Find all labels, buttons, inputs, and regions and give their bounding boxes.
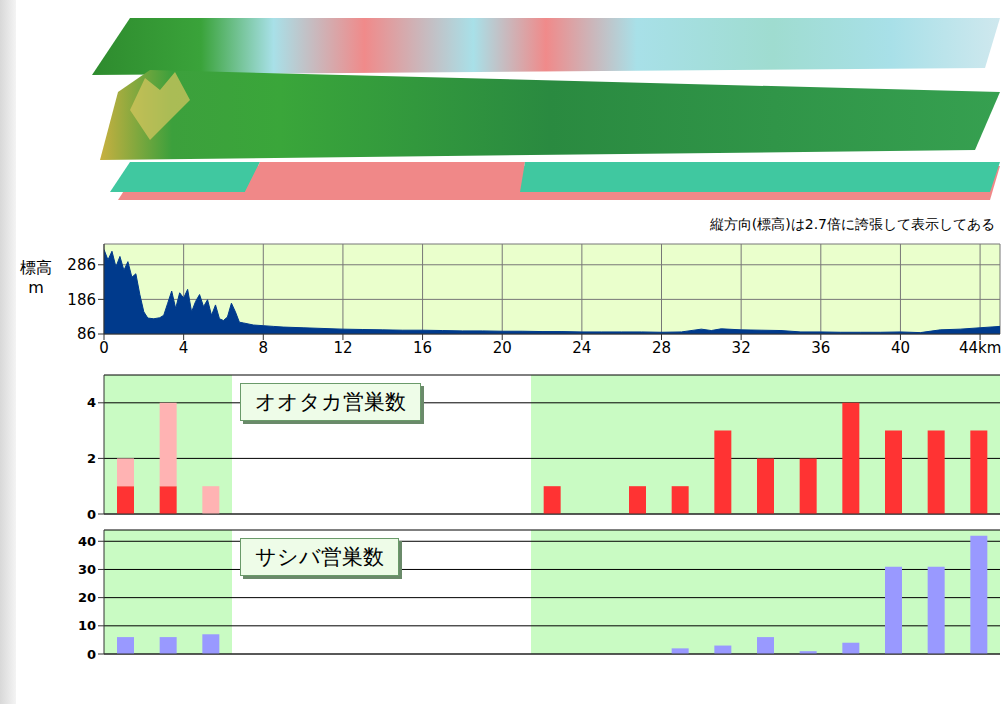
svg-text:186: 186 <box>67 291 96 309</box>
svg-text:32: 32 <box>732 339 751 357</box>
html-text:標高: 標高 <box>20 258 52 277</box>
svg-text:28: 28 <box>652 339 671 357</box>
svg-text:36: 36 <box>811 339 830 357</box>
svg-text:44km: 44km <box>959 339 1001 357</box>
html-text:縦方向(標高)は2.7倍に誇張して表示してある: 縦方向(標高)は2.7倍に誇張して表示してある <box>709 216 995 232</box>
svg-text:16: 16 <box>413 339 432 357</box>
svg-text:20: 20 <box>493 339 512 357</box>
svg-text:4: 4 <box>179 339 189 357</box>
svg-text:2: 2 <box>87 451 96 466</box>
svg-text:0: 0 <box>99 339 109 357</box>
svg-text:0: 0 <box>87 507 96 522</box>
svg-text:24: 24 <box>572 339 591 357</box>
svg-text:286: 286 <box>67 256 96 274</box>
svg-text:30: 30 <box>78 562 96 577</box>
svg-text:0: 0 <box>87 647 96 662</box>
svg-text:86: 86 <box>77 325 96 343</box>
html-text:m: m <box>28 278 44 297</box>
svg-text:8: 8 <box>259 339 269 357</box>
svg-text:40: 40 <box>891 339 910 357</box>
svg-text:20: 20 <box>78 590 96 605</box>
svg-text:4: 4 <box>87 395 96 410</box>
html-text:オオタカ営巣数: オオタカ営巣数 <box>255 390 406 414</box>
svg-text:12: 12 <box>333 339 352 357</box>
svg-text:10: 10 <box>78 618 96 633</box>
html-text:サシバ営巣数: サシバ営巣数 <box>255 545 384 569</box>
svg-text:40: 40 <box>78 534 96 549</box>
